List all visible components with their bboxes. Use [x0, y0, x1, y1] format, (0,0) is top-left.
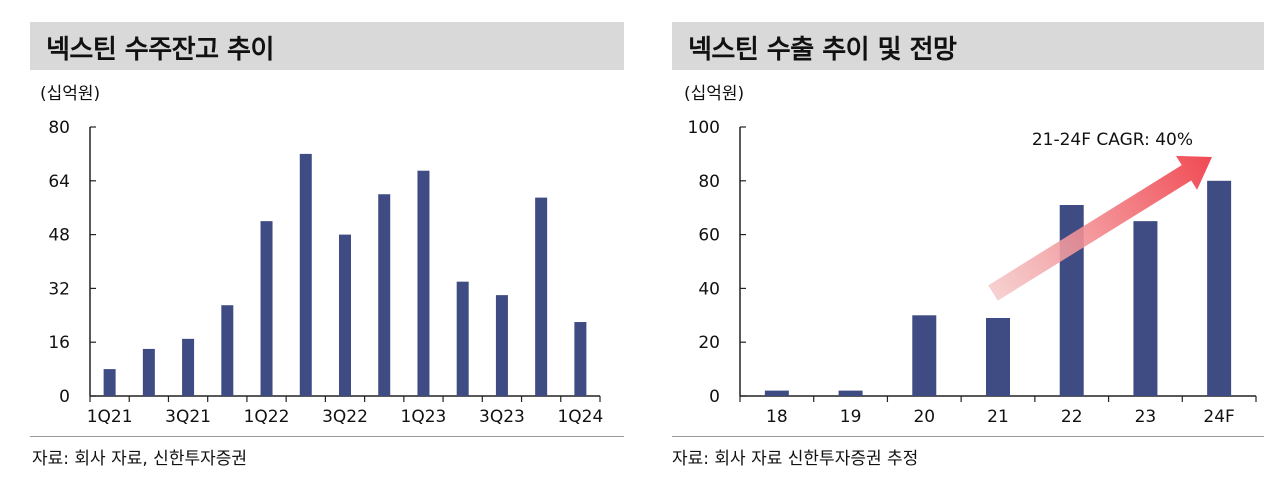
- backlog-x-tick-label: 3Q21: [165, 407, 211, 427]
- export-x-tick-label: 24F: [1203, 407, 1234, 427]
- backlog-source-divider: [30, 436, 624, 437]
- growth-arrow-icon: [988, 155, 1212, 301]
- export-x-tick-label: 21: [987, 407, 1009, 427]
- backlog-y-tick-label: 64: [48, 172, 70, 192]
- backlog-bar: [142, 348, 155, 396]
- backlog-title-bar: 넥스틴 수주잔고 추이: [30, 22, 624, 70]
- cagr-annotation: 21-24F CAGR: 40%: [1032, 130, 1193, 150]
- backlog-y-tick-label: 80: [48, 118, 70, 138]
- backlog-chart-title: 넥스틴 수주잔고 추이: [46, 35, 274, 65]
- export-title-bar: 넥스틴 수출 추이 및 전망: [672, 22, 1264, 70]
- backlog-unit-label: (십억원): [40, 84, 101, 104]
- backlog-bar: [456, 281, 469, 396]
- backlog-bar: [495, 295, 508, 396]
- backlog-y-tick-label: 16: [48, 333, 70, 353]
- growth-arrow-shape: [988, 155, 1212, 301]
- export-bar: [1133, 221, 1158, 396]
- backlog-bar: [103, 369, 116, 396]
- backlog-bar: [535, 197, 548, 396]
- export-x-tick-label: 19: [840, 407, 862, 427]
- export-bar: [838, 390, 863, 396]
- backlog-bar-chart: 0 16 32 48 64 80 1Q21 3Q21 1Q22 3Q22 1Q23 3Q23 1Q24: [48, 118, 603, 427]
- backlog-bar: [182, 338, 195, 396]
- export-y-tick-label: 60: [698, 226, 720, 246]
- export-bar: [986, 317, 1010, 396]
- export-y-tick-label: 40: [698, 279, 720, 299]
- export-x-tick-label: 18: [766, 407, 788, 427]
- export-panel: 넥스틴 수출 추이 및 전망 (십억원) 0 20 40 60 80 100 18 19 20 2…: [660, 0, 1264, 480]
- export-bar: [764, 390, 789, 396]
- backlog-bar: [417, 170, 430, 396]
- export-y-tick-label: 0: [709, 387, 720, 407]
- backlog-bar: [378, 194, 391, 396]
- export-x-tick-label: 20: [913, 407, 935, 427]
- backlog-x-tick-label: 3Q23: [479, 407, 525, 427]
- backlog-bar: [339, 234, 351, 396]
- backlog-bar: [299, 153, 312, 396]
- backlog-source-note: 자료: 회사 자료, 신한투자증권: [32, 449, 248, 469]
- backlog-panel: 넥스틴 수주잔고 추이 (십억원) 0 16 32 48 64 80 1Q21 3Q21 1Q2…: [30, 22, 624, 469]
- backlog-x-tick-label: 3Q22: [322, 407, 368, 427]
- backlog-bar: [260, 221, 273, 396]
- backlog-bar: [574, 322, 587, 396]
- export-y-tick-label: 100: [688, 118, 720, 138]
- backlog-y-tick-label: 48: [48, 226, 70, 246]
- backlog-y-tick-label: 32: [48, 279, 70, 299]
- backlog-y-tick-label: 0: [59, 387, 70, 407]
- export-bar: [912, 315, 937, 396]
- backlog-x-tick-label: 1Q22: [244, 407, 290, 427]
- backlog-bar: [221, 305, 234, 396]
- export-x-tick-label: 22: [1061, 407, 1083, 427]
- backlog-x-tick-label: 1Q23: [401, 407, 447, 427]
- export-source-note: 자료: 회사 자료 신한투자증권 추정: [672, 449, 919, 469]
- export-unit-label: (십억원): [684, 84, 745, 104]
- backlog-x-tick-label: 1Q21: [87, 407, 133, 427]
- export-chart-title: 넥스틴 수출 추이 및 전망: [688, 35, 957, 65]
- export-x-tick-label: 23: [1135, 407, 1157, 427]
- export-bar-chart: 0 20 40 60 80 100 18 19 20 21 22 23 24F 21-24F CAGR: …: [688, 118, 1257, 427]
- export-y-tick-label: 80: [698, 172, 720, 192]
- export-source-divider: [672, 436, 1264, 437]
- backlog-x-tick-label: 1Q24: [557, 407, 603, 427]
- export-y-tick-label: 20: [698, 333, 720, 353]
- export-bar: [1207, 180, 1232, 396]
